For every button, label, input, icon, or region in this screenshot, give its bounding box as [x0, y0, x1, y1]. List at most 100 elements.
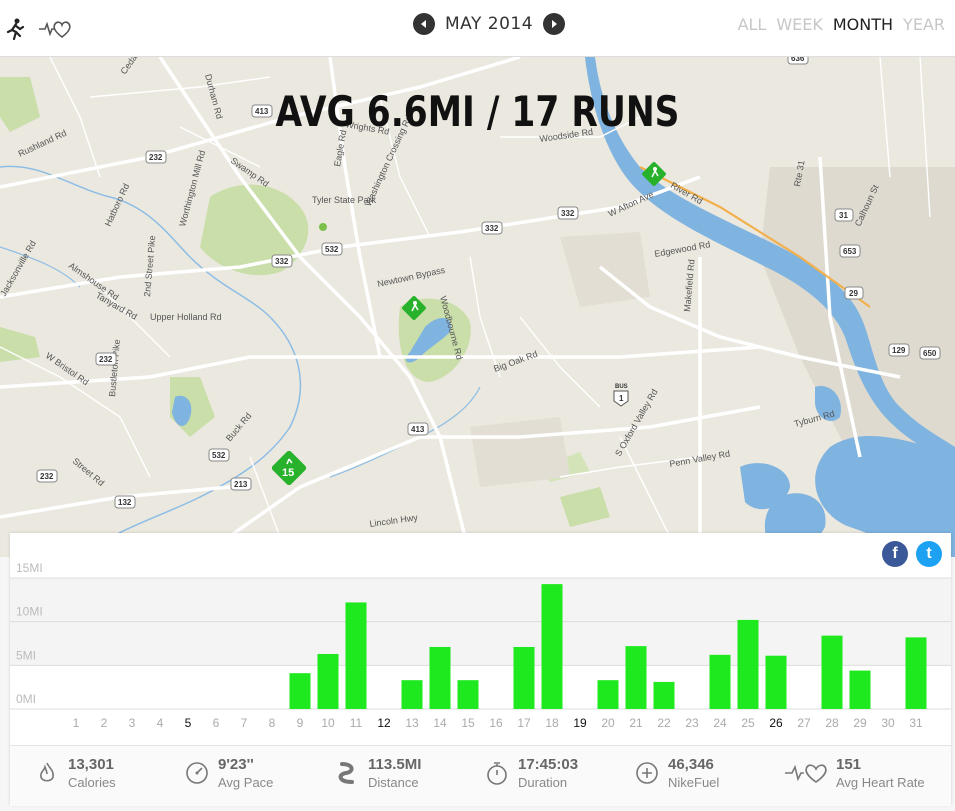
- x-tick-label: 31: [909, 716, 923, 730]
- stat-label: Duration: [518, 775, 568, 790]
- pace-gauge-icon: [186, 762, 208, 784]
- x-tick-label: 7: [241, 716, 248, 730]
- x-tick-label: 5: [185, 716, 192, 730]
- run-cluster-marker[interactable]: 15: [271, 450, 308, 487]
- svg-text:2nd Street Pike: 2nd Street Pike: [142, 235, 157, 297]
- svg-text:Worthington Mill Rd: Worthington Mill Rd: [177, 149, 207, 227]
- bar-day-17[interactable]: [513, 646, 535, 709]
- bar-day-25[interactable]: [737, 619, 759, 709]
- map-canvas[interactable]: Cedar Ln Durham Rd Rushland Rd Swamp Rd …: [0, 57, 955, 557]
- x-tick-label: 20: [601, 716, 615, 730]
- stats-bar: 13,301 Calories 9'23'' Avg Pace 113.5MI …: [10, 745, 951, 806]
- calories-flame-icon: [40, 762, 54, 782]
- bar-day-14[interactable]: [429, 646, 451, 709]
- x-tick-label: 3: [129, 716, 136, 730]
- heart-rate-icon[interactable]: [38, 18, 74, 45]
- svg-text:332: 332: [485, 224, 499, 233]
- x-tick-label: 22: [657, 716, 671, 730]
- tab-week[interactable]: WEEK: [776, 15, 823, 34]
- bar-day-18[interactable]: [541, 584, 563, 709]
- headline-summary: AVG 6.6MI / 17 RUNS: [275, 87, 680, 136]
- heart-rate-icon: [785, 764, 827, 783]
- bar-day-26[interactable]: [765, 655, 787, 709]
- stat-label: Avg Pace: [218, 775, 274, 790]
- svg-text:15: 15: [282, 467, 294, 479]
- bar-day-13[interactable]: [401, 680, 423, 709]
- x-tick-label: 9: [297, 716, 304, 730]
- svg-text:650: 650: [923, 349, 937, 358]
- x-tick-label: 30: [881, 716, 895, 730]
- x-tick-label: 24: [713, 716, 727, 730]
- svg-text:Rushland Rd: Rushland Rd: [17, 128, 68, 159]
- stat-value: 113.5MI: [368, 756, 422, 773]
- bar-day-31[interactable]: [905, 637, 927, 709]
- x-tick-label: 6: [213, 716, 220, 730]
- nikefuel-plus-icon: [636, 762, 658, 784]
- svg-text:213: 213: [234, 480, 248, 489]
- svg-text:31: 31: [839, 211, 848, 220]
- x-tick-label: 8: [269, 716, 276, 730]
- svg-text:332: 332: [561, 209, 575, 218]
- route-shields: 413 232 332 332 332 532 413 232 232 213 …: [36, 57, 941, 509]
- bar-day-22[interactable]: [653, 681, 675, 709]
- range-tabs: ALL WEEK MONTH YEAR: [738, 15, 945, 34]
- run-marker-tyler-park[interactable]: [401, 295, 426, 320]
- tab-year[interactable]: YEAR: [903, 15, 945, 34]
- stat-label: Calories: [68, 775, 116, 790]
- y-tick-label: 0MI: [16, 692, 36, 706]
- bar-day-11[interactable]: [345, 602, 367, 709]
- bar-day-29[interactable]: [849, 670, 871, 709]
- x-tick-label: 18: [545, 716, 559, 730]
- x-tick-label: 12: [377, 716, 391, 730]
- x-tick-label: 14: [433, 716, 447, 730]
- bar-day-15[interactable]: [457, 680, 479, 709]
- svg-text:232: 232: [149, 153, 163, 162]
- facebook-icon: f: [892, 545, 898, 562]
- bar-day-24[interactable]: [709, 654, 731, 709]
- runner-icon[interactable]: [5, 18, 25, 45]
- svg-text:Edgewood Rd: Edgewood Rd: [654, 239, 711, 259]
- svg-text:29: 29: [849, 289, 858, 298]
- x-tick-label: 4: [157, 716, 164, 730]
- svg-text:BUS: BUS: [615, 384, 628, 390]
- bar-day-20[interactable]: [597, 680, 619, 709]
- x-tick-label: 26: [769, 716, 783, 730]
- month-label: MAY 2014: [445, 14, 534, 34]
- x-tick-label: 16: [489, 716, 503, 730]
- tab-month[interactable]: MONTH: [832, 15, 894, 34]
- stat-value: 17:45:03: [518, 756, 579, 773]
- bar-day-28[interactable]: [821, 635, 843, 709]
- y-tick-label: 5MI: [16, 648, 36, 662]
- stat-value: 151: [836, 756, 862, 773]
- run-marker-river-rd[interactable]: [641, 161, 666, 186]
- twitter-share-button[interactable]: t: [916, 541, 942, 567]
- x-tick-label: 13: [405, 716, 419, 730]
- bar-day-10[interactable]: [317, 653, 339, 709]
- month-navigator: MAY 2014: [413, 13, 566, 35]
- svg-text:Tyler State Park: Tyler State Park: [312, 195, 377, 205]
- svg-text:129: 129: [892, 346, 906, 355]
- duration-stopwatch-icon: [487, 762, 507, 785]
- previous-month-button[interactable]: [413, 13, 435, 35]
- svg-text:Big Oak Rd: Big Oak Rd: [492, 349, 539, 374]
- svg-text:332: 332: [275, 257, 289, 266]
- run-map[interactable]: Cedar Ln Durham Rd Rushland Rd Swamp Rd …: [0, 57, 955, 557]
- x-tick-label: 29: [853, 716, 867, 730]
- facebook-share-button[interactable]: f: [882, 541, 908, 567]
- svg-text:Jacksonville Rd: Jacksonville Rd: [0, 239, 38, 298]
- svg-text:532: 532: [212, 451, 226, 460]
- bar-day-21[interactable]: [625, 646, 647, 709]
- x-tick-label: 17: [517, 716, 531, 730]
- bar-day-9[interactable]: [289, 673, 311, 709]
- x-tick-label: 19: [573, 716, 587, 730]
- x-tick-label: 10: [321, 716, 335, 730]
- stat-label: NikeFuel: [668, 775, 720, 790]
- svg-text:Street Rd: Street Rd: [71, 456, 107, 488]
- arrow-left-icon: [421, 20, 426, 28]
- svg-text:Makefield Rd: Makefield Rd: [682, 259, 697, 312]
- x-tick-label: 27: [797, 716, 811, 730]
- y-tick-label: 10MI: [16, 605, 43, 619]
- tab-all[interactable]: ALL: [737, 15, 767, 34]
- next-month-button[interactable]: [543, 13, 566, 35]
- top-bar: MAY 2014 ALL WEEK MONTH YEAR: [0, 0, 955, 57]
